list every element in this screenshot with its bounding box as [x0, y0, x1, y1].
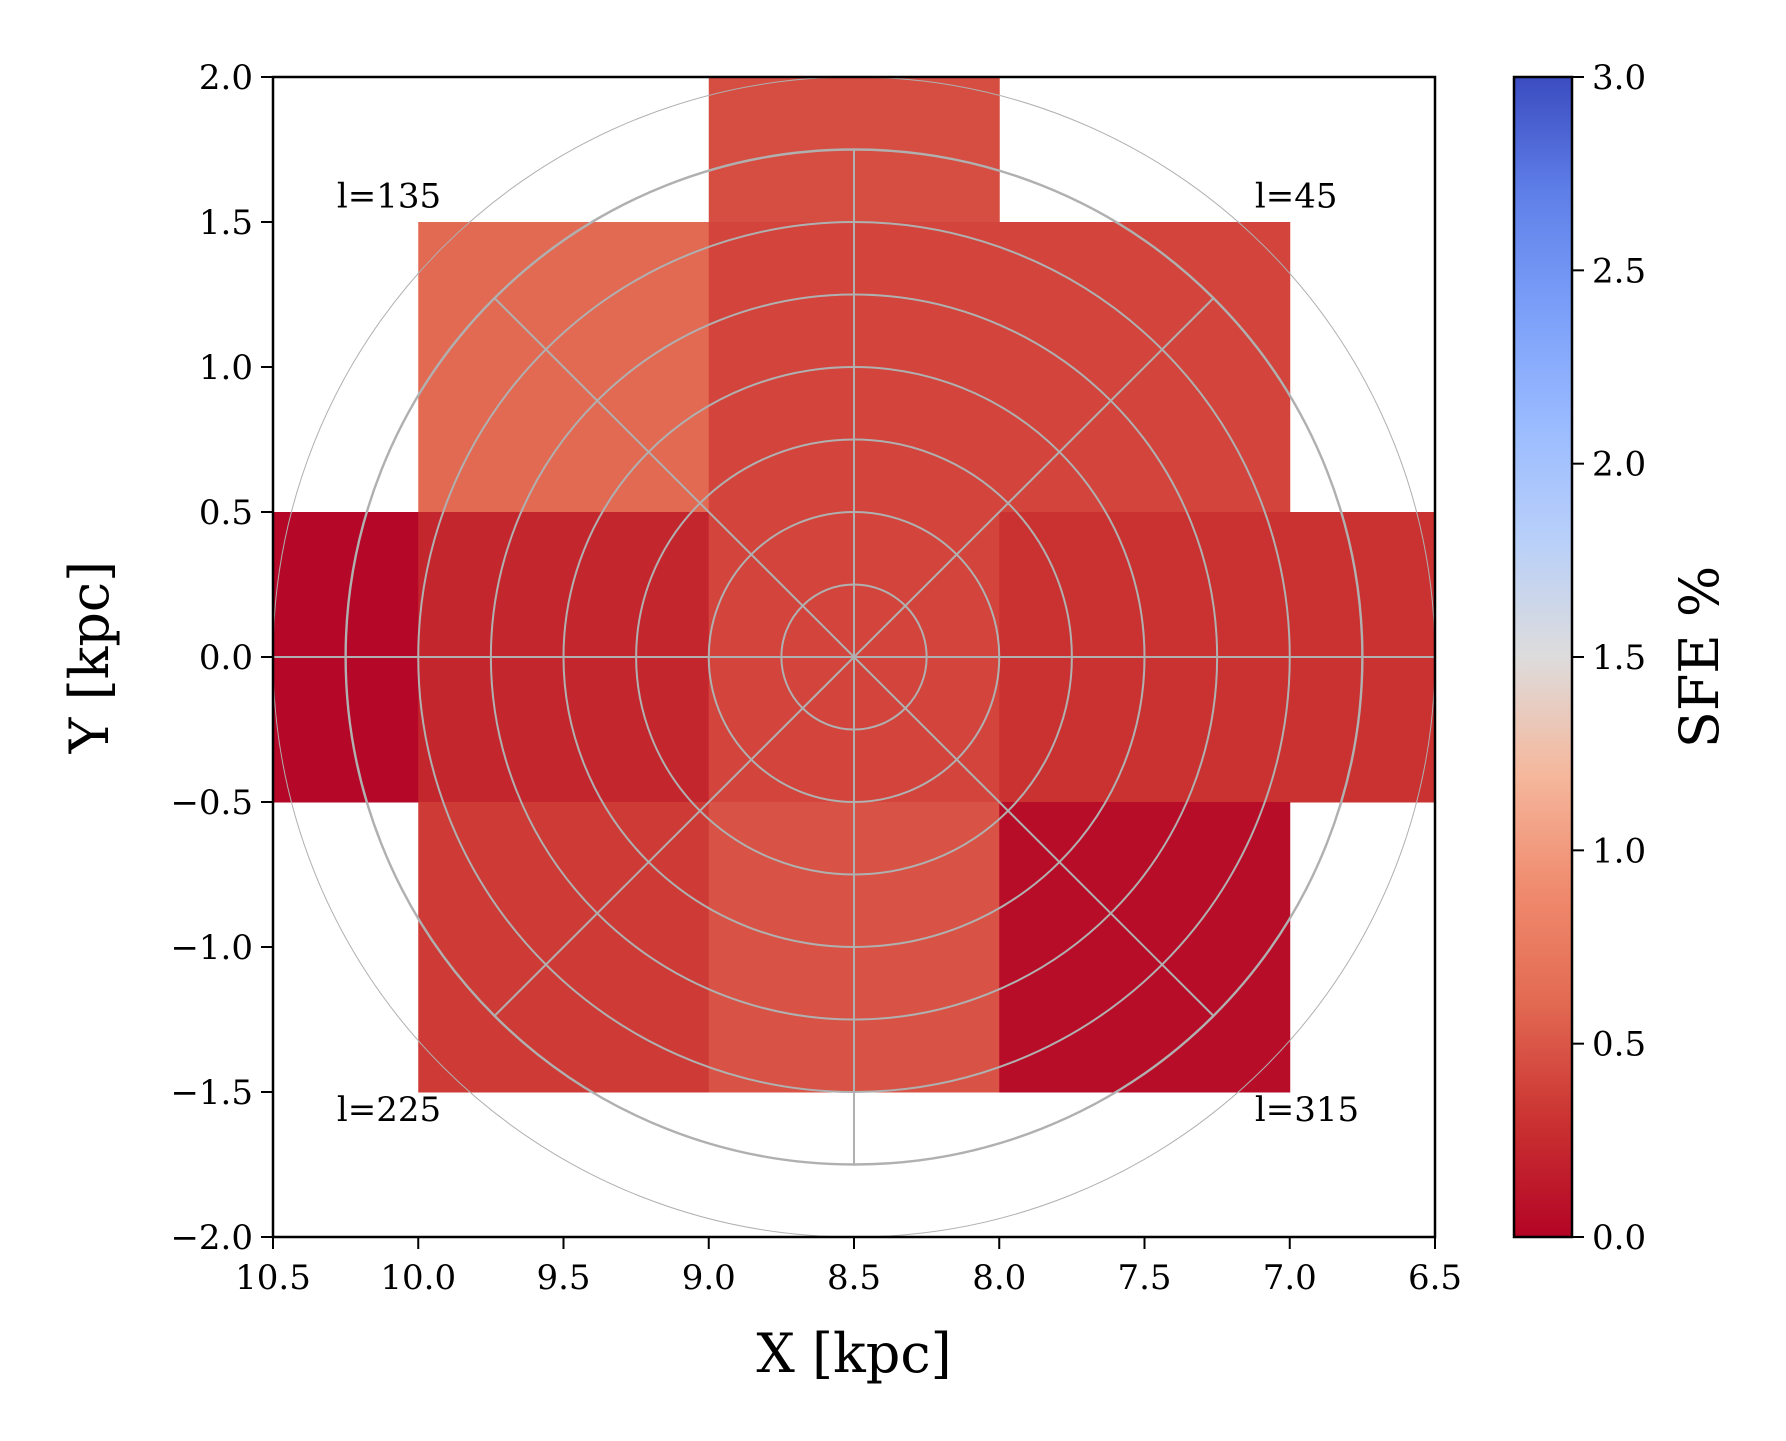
polar-grid — [273, 77, 1435, 1237]
y-tick-label: −2.0 — [170, 1218, 253, 1258]
polar-grid-spoke — [853, 656, 1215, 1017]
x-tick-label: 8.5 — [827, 1258, 881, 1298]
x-tick-label: 8.0 — [972, 1258, 1026, 1298]
colorbar-tick-label: 2.5 — [1592, 251, 1646, 291]
colorbar-gradient — [1512, 75, 1574, 1239]
colorbar: 0.0 0.5 1.0 1.5 2.0 2.5 3.0 SFE % — [1512, 58, 1731, 1258]
x-tick-label: 6.5 — [1408, 1258, 1462, 1298]
y-tick-label: 1.5 — [199, 203, 253, 243]
y-tick-label: −1.5 — [170, 1073, 253, 1113]
x-axis-ticks: 10.5 10.0 9.5 9.0 8.5 8.0 7.5 7.0 6.5 — [235, 1237, 1462, 1298]
y-tick-label: −1.0 — [170, 928, 253, 968]
x-tick-label: 9.5 — [536, 1258, 590, 1298]
x-tick-label: 10.0 — [380, 1258, 456, 1298]
colorbar-tick-label: 2.0 — [1592, 445, 1646, 485]
x-tick-label: 7.0 — [1263, 1258, 1317, 1298]
y-tick-label: 2.0 — [199, 58, 253, 98]
longitude-annotation: l=135 — [337, 177, 441, 217]
polar-grid-spoke — [493, 656, 855, 1017]
colorbar-label: SFE % — [1668, 566, 1731, 748]
x-tick-label: 9.0 — [682, 1258, 736, 1298]
colorbar-ticks: 0.0 0.5 1.0 1.5 2.0 2.5 3.0 — [1572, 58, 1646, 1258]
colorbar-tick-label: 1.0 — [1592, 831, 1646, 871]
y-tick-label: 1.0 — [199, 348, 253, 388]
longitude-annotation: l=225 — [337, 1090, 441, 1130]
x-tick-label: 10.5 — [235, 1258, 311, 1298]
colorbar-tick-label: 1.5 — [1592, 638, 1646, 678]
longitude-annotation: l=45 — [1255, 177, 1338, 217]
polar-grid-spoke — [493, 297, 855, 658]
polar-grid-spoke — [853, 297, 1215, 658]
y-tick-label: 0.0 — [199, 638, 253, 678]
y-tick-label: −0.5 — [170, 783, 253, 823]
colorbar-tick-label: 0.0 — [1592, 1218, 1646, 1258]
colorbar-tick-label: 3.0 — [1592, 58, 1646, 98]
longitude-annotations: l=135 l=45 l=225 l=315 — [337, 177, 1359, 1131]
y-tick-label: 0.5 — [199, 493, 253, 533]
y-axis-ticks: 2.0 1.5 1.0 0.5 0.0 −0.5 −1.0 −1.5 −2.0 — [170, 58, 273, 1258]
y-axis-title: Y [kpc] — [58, 561, 121, 754]
x-axis-title: X [kpc] — [756, 1322, 951, 1385]
colorbar-tick-label: 0.5 — [1592, 1025, 1646, 1065]
longitude-annotation: l=315 — [1255, 1090, 1359, 1130]
x-tick-label: 7.5 — [1117, 1258, 1171, 1298]
